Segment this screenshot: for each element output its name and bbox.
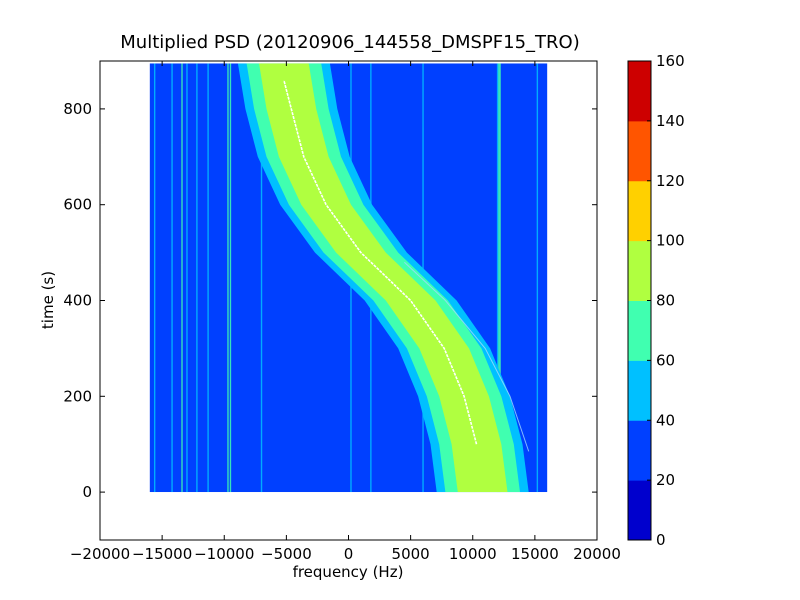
colorbar-tick-label: 20 xyxy=(656,471,675,489)
colorbar-segment xyxy=(628,61,651,122)
heatmap-image xyxy=(149,63,548,493)
colorbar-tick-label: 60 xyxy=(656,351,675,369)
colorbar-segment xyxy=(628,480,651,541)
colorbar-tick-label: 0 xyxy=(656,531,666,549)
band-center-trace xyxy=(283,80,478,445)
x-axis-ticks: −20000 −15000 −10000 −5000 0 5000 10000 15000 20… xyxy=(70,61,621,563)
y-tick-label: 800 xyxy=(63,100,92,118)
x-tick-label: 20000 xyxy=(573,545,621,563)
colorbar-segment xyxy=(628,360,651,421)
x-tick-label: −20000 xyxy=(70,545,130,563)
x-tick-label: 15000 xyxy=(511,545,559,563)
colorbar-segment xyxy=(628,240,651,301)
colorbar-segment xyxy=(628,420,651,481)
colorbar: 0 20 40 60 80 100 120 140 160 xyxy=(627,52,685,549)
colorbar-segment xyxy=(628,180,651,242)
x-tick-label: 10000 xyxy=(449,545,497,563)
colorbar-segment xyxy=(628,120,651,182)
x-tick-label: −5000 xyxy=(261,545,312,563)
band-level-80 xyxy=(259,63,508,493)
colorbar-tick-label: 40 xyxy=(656,411,675,429)
colorbar-tick-label: 140 xyxy=(656,112,685,130)
y-tick-label: 400 xyxy=(63,292,92,310)
colorbar-tick-label: 100 xyxy=(656,232,685,250)
y-axis-ticks: 0 200 400 600 800 xyxy=(63,100,597,501)
x-tick-label: −15000 xyxy=(132,545,192,563)
x-tick-label: 0 xyxy=(344,545,354,563)
y-tick-label: 200 xyxy=(63,387,92,405)
plot-area xyxy=(99,60,598,541)
x-tick-label: −10000 xyxy=(194,545,254,563)
colorbar-segment xyxy=(628,300,651,361)
secondary-trace xyxy=(404,261,530,452)
y-tick-label: 600 xyxy=(63,196,92,214)
x-axis-label: frequency (Hz) xyxy=(293,563,404,581)
chart-title: Multiplied PSD (20120906_144558_DMSPF15_… xyxy=(120,32,579,53)
y-axis-label: time (s) xyxy=(39,271,57,329)
colorbar-tick-label: 120 xyxy=(656,172,685,190)
x-tick-label: 5000 xyxy=(392,545,430,563)
colorbar-tick-label: 80 xyxy=(656,292,675,310)
y-tick-label: 0 xyxy=(82,483,92,501)
colorbar-tick-label: 160 xyxy=(656,52,685,70)
